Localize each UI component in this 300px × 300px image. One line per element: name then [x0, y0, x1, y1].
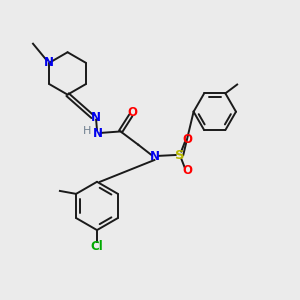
Text: N: N [93, 127, 103, 140]
Text: O: O [182, 133, 192, 146]
Text: N: N [91, 111, 101, 124]
Text: S: S [175, 148, 184, 161]
Text: Cl: Cl [91, 240, 103, 254]
Text: H: H [82, 126, 91, 136]
Text: N: N [150, 150, 160, 163]
Text: O: O [182, 164, 192, 177]
Text: O: O [127, 106, 137, 119]
Text: N: N [44, 56, 54, 69]
